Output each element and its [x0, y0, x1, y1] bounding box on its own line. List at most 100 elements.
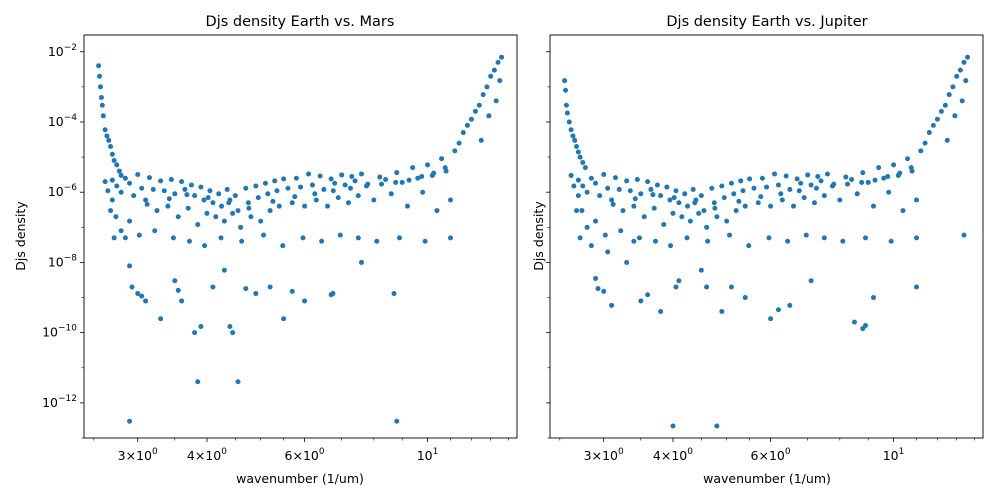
right-data-point	[584, 189, 590, 195]
left-data-point	[135, 171, 141, 177]
left-x-tick-label: 6×100	[285, 447, 325, 463]
right-data-point	[813, 185, 819, 191]
right-data-point	[778, 191, 784, 197]
left-panel-frame	[83, 34, 518, 439]
left-data-point	[221, 218, 227, 224]
right-data-point	[568, 127, 574, 133]
left-data-point	[239, 238, 245, 244]
left-data-point	[152, 228, 158, 234]
left-data-point	[175, 214, 181, 220]
right-data-point	[854, 191, 860, 197]
right-data-point	[840, 238, 846, 244]
left-data-point	[114, 162, 120, 168]
left-y-tick-label: 10−12	[42, 394, 77, 410]
right-data-point	[963, 78, 969, 84]
left-data-point	[274, 188, 280, 194]
left-data-point	[358, 171, 364, 177]
right-data-point	[851, 319, 857, 325]
right-data-point	[704, 284, 710, 290]
left-data-point	[198, 323, 204, 329]
left-x-tick-label: 4×100	[187, 447, 227, 463]
left-data-point	[118, 172, 124, 178]
left-data-point	[187, 238, 192, 244]
right-data-point	[653, 238, 658, 244]
left-data-point	[258, 218, 264, 224]
right-data-point	[676, 278, 682, 284]
right-data-point	[801, 195, 807, 201]
right-data-point	[791, 203, 797, 209]
left-data-point	[195, 222, 201, 228]
right-data-point	[593, 218, 599, 224]
left-data-point	[383, 177, 389, 183]
right-data-point	[811, 200, 817, 206]
left-data-point	[493, 98, 499, 104]
right-data-point	[654, 182, 660, 188]
left-data-point	[342, 182, 348, 188]
left-data-point	[374, 238, 380, 244]
left-data-point	[172, 191, 178, 197]
left-data-point	[332, 180, 338, 186]
right-panel-points	[562, 54, 971, 429]
left-data-point	[267, 208, 273, 214]
left-data-point	[272, 178, 278, 184]
left-y-tick-label: 10−10	[42, 324, 77, 340]
right-data-point	[954, 73, 960, 79]
left-data-point	[379, 181, 385, 187]
left-data-point	[144, 201, 150, 207]
right-data-point	[577, 154, 583, 160]
left-data-point	[293, 175, 299, 181]
right-data-point	[580, 160, 586, 166]
right-data-point	[698, 193, 704, 199]
left-data-point	[243, 185, 249, 191]
right-data-point	[914, 284, 919, 290]
right-data-point	[768, 203, 774, 209]
left-data-point	[105, 188, 111, 194]
left-data-point	[394, 418, 400, 424]
left-data-point	[434, 208, 440, 214]
left-data-point	[495, 59, 501, 65]
left-panel-earth-vs-mars: Djs density Earth vs. Mars 3×100 4×100 6×1…	[13, 14, 518, 486]
right-data-point	[747, 176, 753, 182]
right-data-point	[764, 184, 770, 190]
left-data-point	[302, 203, 308, 209]
right-data-point	[818, 178, 824, 184]
right-data-point	[803, 232, 809, 238]
right-data-point	[627, 188, 633, 194]
right-data-point	[690, 186, 696, 192]
right-data-point	[944, 137, 950, 143]
right-data-point	[965, 54, 971, 60]
right-data-point	[824, 171, 830, 177]
left-data-point	[276, 203, 282, 209]
left-data-point	[210, 284, 216, 290]
right-data-point	[605, 249, 611, 255]
left-data-point	[285, 185, 291, 191]
left-data-point	[98, 94, 104, 100]
right-data-point	[728, 180, 734, 186]
right-data-point	[618, 228, 624, 234]
left-data-point	[388, 191, 394, 197]
right-data-point	[638, 191, 644, 197]
right-panel-earth-vs-jupiter: Djs density Earth vs. Jupiter 3×100 4×100…	[531, 14, 984, 486]
right-data-point	[742, 295, 748, 301]
left-data-point	[139, 293, 145, 299]
right-data-point	[575, 193, 581, 199]
right-data-point	[616, 186, 622, 192]
right-data-point	[634, 177, 640, 183]
right-data-point	[930, 122, 936, 128]
right-data-point	[574, 208, 580, 214]
right-data-point	[914, 197, 919, 203]
left-data-point	[330, 291, 336, 297]
right-data-point	[584, 224, 590, 230]
left-data-point	[419, 174, 425, 180]
right-data-point	[631, 203, 637, 209]
right-data-point	[946, 92, 952, 98]
right-data-point	[863, 235, 868, 241]
left-data-point	[106, 137, 112, 143]
right-data-point	[808, 182, 814, 188]
right-data-point	[631, 238, 637, 244]
right-data-point	[900, 208, 906, 214]
right-data-point	[724, 218, 730, 224]
right-data-point	[740, 188, 746, 194]
right-data-point	[961, 59, 967, 65]
